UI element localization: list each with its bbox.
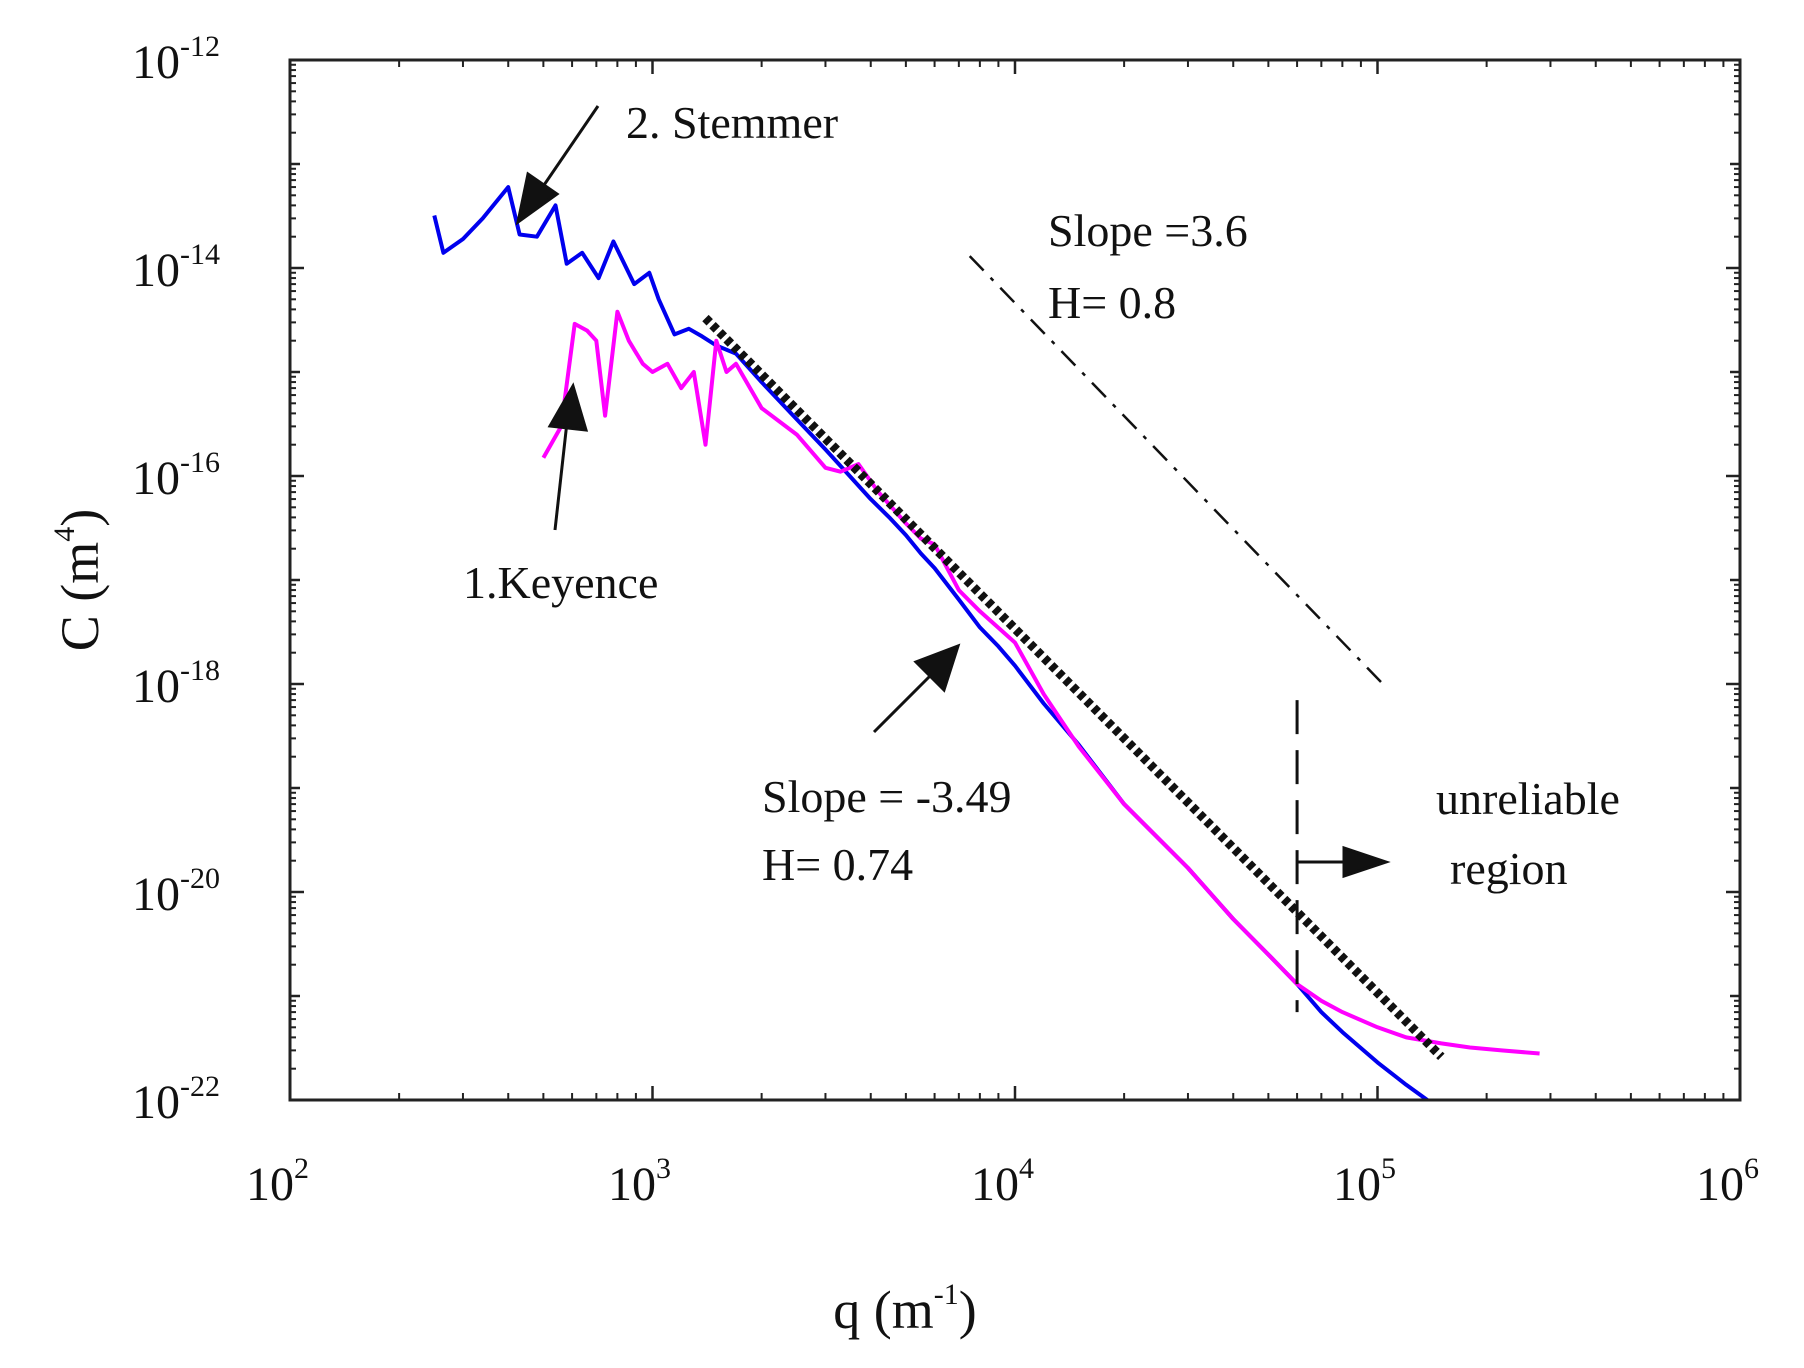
ytick-label: 10-14 [132, 238, 220, 297]
plot-area-background [290, 60, 1740, 1100]
xtick-label: 104 [971, 1152, 1034, 1211]
series-line-stemmer [432, 185, 1431, 1100]
plot-frame [288, 58, 1742, 1102]
stemmer-arrow [540, 105, 600, 189]
annotation-region: region [1450, 843, 1568, 894]
xtick-label: 102 [246, 1152, 309, 1211]
y-tick-labels: 10-22 10-20 10-18 10-16 10-14 10-12 [132, 30, 220, 1129]
region-arrowhead [1342, 845, 1391, 879]
keyence-arrow [553, 421, 569, 531]
series-lines [432, 185, 1540, 1100]
annotation-arrows [515, 105, 1391, 879]
annotation-keyence: 1.Keyence [463, 557, 658, 608]
x-axis-label: q (m-1) [833, 1278, 976, 1340]
xtick-label: 103 [608, 1152, 671, 1211]
fit-line [702, 314, 1445, 1061]
major-ticks [288, 58, 1742, 1102]
keyence-arrowhead [547, 382, 589, 432]
series-line-keyence [541, 309, 1540, 1056]
ytick-label: 10-12 [132, 30, 220, 89]
annotation-slope-ref: Slope =3.6 [1048, 205, 1248, 256]
xtick-label: 105 [1333, 1152, 1396, 1211]
reference-line [968, 255, 1387, 688]
fit-arrow [872, 674, 932, 734]
ytick-label: 10-16 [132, 446, 220, 505]
ytick-label: 10-18 [132, 654, 220, 713]
stemmer-arrowhead [515, 171, 560, 226]
xtick-label: 106 [1696, 1152, 1759, 1211]
y-axis-label: C (m4) [48, 509, 110, 652]
annotation-unreliable: unreliable [1436, 773, 1620, 824]
ytick-label: 10-20 [132, 862, 220, 921]
fit-arrowhead [913, 643, 961, 693]
annotation-slope-fit: Slope = -3.49 [762, 771, 1012, 822]
x-tick-labels: 102 103 104 105 106 [246, 1152, 1759, 1211]
ytick-label: 10-22 [132, 1070, 220, 1129]
annotation-h-fit: H= 0.74 [762, 839, 913, 890]
annotation-stemmer: 2. Stemmer [626, 97, 838, 148]
annotation-h-ref: H= 0.8 [1048, 277, 1176, 328]
